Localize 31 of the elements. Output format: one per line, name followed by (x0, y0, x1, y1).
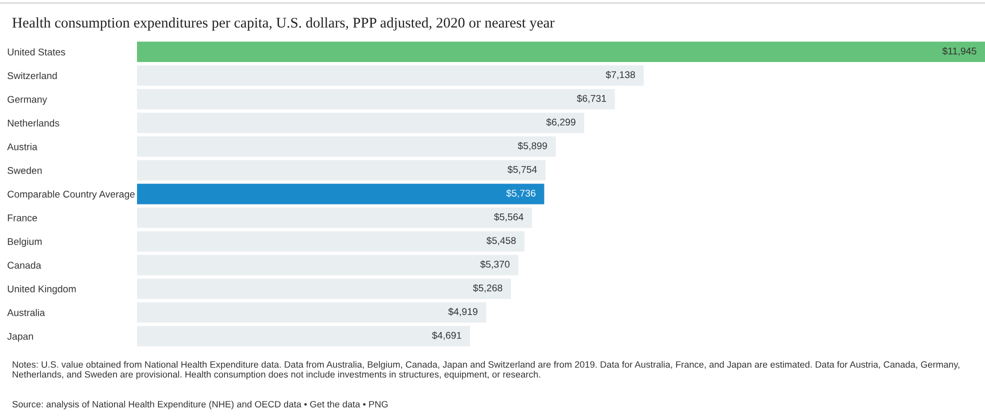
data-label: $6,299 (546, 118, 576, 127)
chart-title: Health consumption expenditures per capita, U.S. dollars, PPP adjusted, 2020 or nearest year (12, 17, 554, 31)
data-label: $6,731 (576, 94, 606, 103)
data-label: $4,919 (448, 308, 478, 316)
y-tick-label: United Kingdom (8, 285, 76, 294)
bar (137, 184, 544, 204)
y-tick-label: Netherlands (8, 119, 60, 127)
data-label: $5,899 (518, 142, 547, 150)
data-label: $5,370 (480, 260, 510, 269)
y-tick-label: United States (8, 48, 66, 56)
y-tick-label: Comparable Country Average (8, 190, 135, 200)
data-label: $5,736 (506, 189, 536, 198)
y-tick-label: Sweden (8, 166, 42, 174)
y-tick-label: Switzerland (8, 72, 57, 80)
source-note: Source: analysis of National Health Expenditure (NHE) and OECD data • Get the data • PNG (12, 400, 388, 410)
data-label: $5,268 (473, 284, 502, 293)
y-tick-label: France (8, 214, 37, 222)
data-label: $5,754 (508, 166, 537, 174)
y-tick-label: Belgium (8, 238, 42, 247)
y-tick-label: Australia (7, 308, 45, 316)
y-tick-label: Canada (8, 262, 42, 269)
data-label: $5,564 (494, 213, 524, 222)
text: Notes: U.S. value obtained from National Health Expenditure data. Data from Australia, Belgium, Canada, Japan and Switzerland are from 2019. Data for Australia, France, and Japan are estimated. Data for Austria, Canada, Germany, Netherlands, and Sweden are provisional. Health consumption does not include investments in structures, equipment, or research. (12, 361, 960, 380)
data-label: $4,691 (432, 331, 462, 340)
y-tick-label: Austria (7, 143, 38, 150)
bar (137, 42, 985, 62)
y-tick-label: Japan (7, 332, 33, 342)
y-tick-label: Germany (8, 96, 48, 105)
data-label: $7,138 (606, 70, 635, 80)
data-label: $5,458 (486, 236, 516, 246)
data-label: $11,945 (942, 47, 976, 56)
